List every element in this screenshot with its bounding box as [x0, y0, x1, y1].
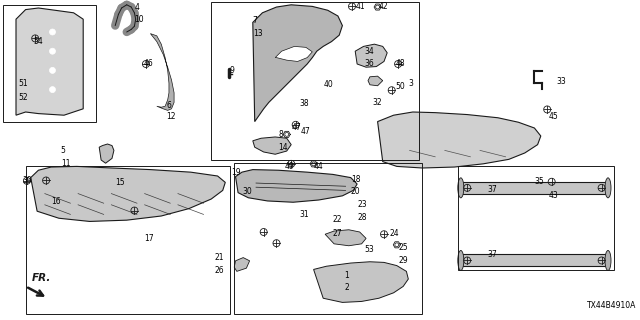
Text: 8: 8	[278, 130, 283, 139]
Text: 35: 35	[534, 177, 544, 186]
Polygon shape	[16, 8, 83, 115]
Text: 33: 33	[557, 77, 566, 86]
Text: 4: 4	[134, 4, 140, 12]
Ellipse shape	[458, 178, 464, 198]
Text: 50: 50	[396, 82, 405, 91]
Text: 54: 54	[33, 37, 43, 46]
Text: 48: 48	[396, 60, 405, 68]
Circle shape	[49, 87, 56, 92]
Text: 27: 27	[333, 229, 342, 238]
Text: FR.: FR.	[32, 273, 51, 283]
Polygon shape	[236, 170, 357, 202]
Polygon shape	[314, 262, 408, 302]
Text: 39: 39	[22, 176, 32, 185]
Text: 18: 18	[351, 175, 360, 184]
Text: 28: 28	[357, 213, 367, 222]
Text: 45: 45	[549, 112, 559, 121]
Text: 47: 47	[291, 124, 301, 132]
Text: 7: 7	[253, 16, 258, 25]
Polygon shape	[150, 34, 174, 110]
Text: 13: 13	[253, 29, 262, 38]
Text: 12: 12	[166, 112, 176, 121]
Ellipse shape	[605, 251, 611, 270]
Text: 37: 37	[488, 250, 497, 259]
Text: 17: 17	[144, 234, 154, 243]
Text: 29: 29	[398, 256, 408, 265]
Bar	[3, 5, 96, 122]
Text: 11: 11	[61, 159, 70, 168]
Circle shape	[49, 68, 56, 73]
Text: 51: 51	[18, 79, 28, 88]
Text: 31: 31	[300, 210, 309, 219]
Text: 41: 41	[355, 2, 365, 11]
Text: 26: 26	[214, 266, 224, 275]
Circle shape	[49, 48, 56, 54]
Text: 34: 34	[365, 47, 374, 56]
Polygon shape	[253, 5, 342, 122]
Text: 6: 6	[166, 101, 172, 110]
Text: 21: 21	[214, 253, 224, 262]
Text: 44: 44	[314, 162, 323, 171]
Text: 25: 25	[398, 244, 408, 252]
Polygon shape	[31, 166, 225, 221]
Polygon shape	[275, 46, 312, 61]
Text: 10: 10	[134, 15, 144, 24]
Text: 9: 9	[229, 66, 234, 75]
Ellipse shape	[458, 251, 464, 270]
Text: 43: 43	[549, 191, 559, 200]
Polygon shape	[355, 44, 387, 67]
Text: 5: 5	[61, 146, 66, 155]
Text: 42: 42	[379, 2, 388, 11]
Text: 32: 32	[372, 98, 382, 107]
Text: 38: 38	[300, 100, 309, 108]
Text: 1: 1	[344, 271, 349, 280]
Polygon shape	[368, 76, 383, 86]
Text: 14: 14	[278, 143, 288, 152]
Text: 3: 3	[408, 79, 413, 88]
Polygon shape	[234, 258, 250, 271]
Polygon shape	[461, 182, 608, 194]
Text: 22: 22	[333, 215, 342, 224]
Bar	[234, 163, 422, 314]
Text: 40: 40	[323, 80, 333, 89]
Ellipse shape	[605, 178, 611, 198]
Polygon shape	[461, 254, 608, 266]
Text: 49: 49	[285, 162, 294, 171]
Circle shape	[49, 29, 56, 35]
Text: 46: 46	[144, 60, 154, 68]
Text: 19: 19	[232, 168, 241, 177]
Text: 30: 30	[242, 188, 252, 196]
Text: 47: 47	[301, 127, 310, 136]
Text: 15: 15	[115, 178, 125, 187]
Polygon shape	[325, 230, 366, 246]
Text: 16: 16	[51, 197, 61, 206]
Polygon shape	[99, 144, 114, 163]
Polygon shape	[253, 137, 291, 154]
Bar	[211, 2, 419, 160]
Bar	[458, 166, 614, 270]
Polygon shape	[378, 112, 541, 168]
Text: 23: 23	[357, 200, 367, 209]
Text: TX44B4910A: TX44B4910A	[588, 301, 637, 310]
Text: 36: 36	[365, 60, 374, 68]
Text: 52: 52	[18, 93, 28, 102]
Text: 20: 20	[351, 188, 360, 196]
Text: 24: 24	[389, 229, 399, 238]
Text: 2: 2	[344, 284, 349, 292]
Bar	[26, 166, 230, 314]
Text: 53: 53	[365, 245, 374, 254]
Text: 37: 37	[488, 185, 497, 194]
